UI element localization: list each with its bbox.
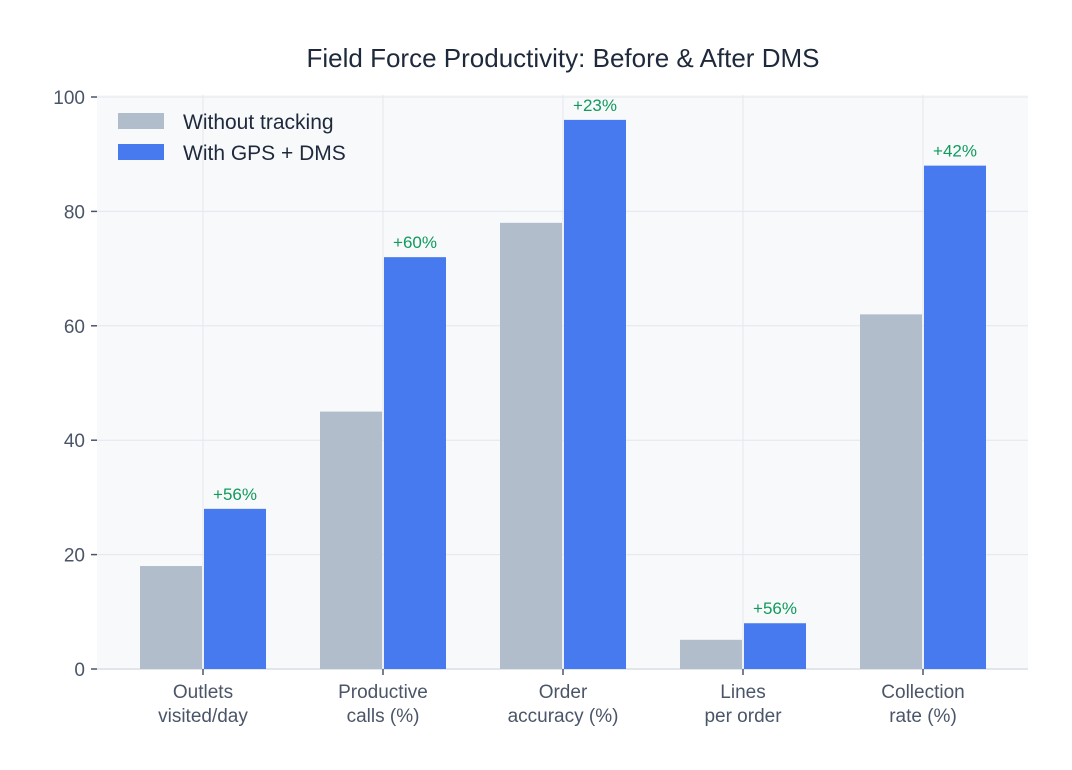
improvement-label: +60% [393, 233, 437, 252]
improvement-label: +56% [213, 485, 257, 504]
x-tick-label: visited/day [158, 706, 248, 727]
improvement-label: +23% [573, 96, 617, 115]
bar-with-gps-dms [384, 257, 446, 669]
x-tick-label: Lines [720, 682, 765, 703]
bar-with-gps-dms [564, 119, 626, 669]
legend-label: With GPS + DMS [183, 142, 346, 165]
legend-swatch [118, 144, 164, 160]
x-tick-label: calls (%) [347, 706, 420, 727]
y-tick-label: 0 [74, 660, 85, 681]
bar-with-gps-dms [744, 623, 806, 669]
x-tick-label: Order [539, 682, 588, 703]
improvement-label: +56% [753, 599, 797, 618]
x-tick-label: Productive [338, 682, 428, 703]
y-tick-label: 100 [53, 88, 85, 109]
x-tick-label: Outlets [173, 682, 233, 703]
bar-with-gps-dms [924, 165, 986, 669]
legend-label: Without tracking [183, 111, 334, 134]
y-tick-label: 80 [64, 202, 85, 223]
legend-swatch [118, 113, 164, 129]
x-tick-label: rate (%) [889, 706, 957, 727]
improvement-label: +42% [933, 142, 977, 161]
bar-without-tracking [320, 411, 382, 669]
bar-without-tracking [140, 566, 202, 669]
bar-without-tracking [500, 222, 562, 669]
y-tick-label: 40 [64, 431, 85, 452]
chart-title: Field Force Productivity: Before & After… [307, 43, 820, 73]
y-tick-label: 20 [64, 546, 85, 567]
bar-without-tracking [860, 314, 922, 669]
bar-with-gps-dms [204, 508, 266, 669]
y-tick-label: 60 [64, 317, 85, 338]
bar-without-tracking [680, 639, 742, 669]
x-tick-label: Collection [881, 682, 964, 703]
x-tick-label: per order [704, 706, 782, 727]
x-tick-label: accuracy (%) [508, 706, 619, 727]
